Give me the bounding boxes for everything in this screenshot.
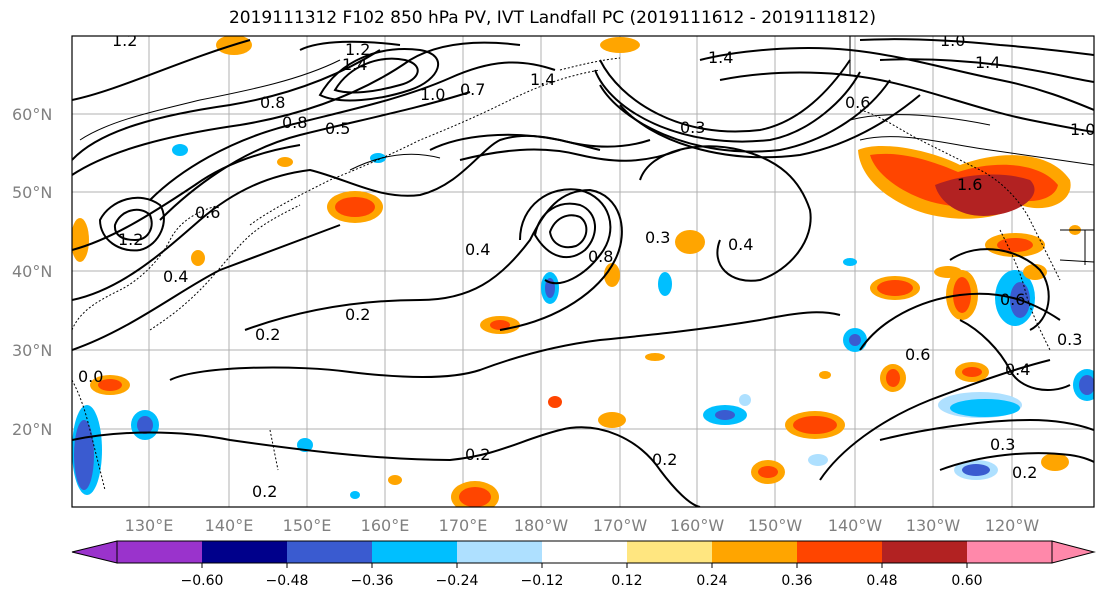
contour-label: 0.3 [645, 228, 670, 247]
lat-label: 60°N [12, 105, 52, 124]
contour-label: 0.3 [990, 435, 1015, 454]
contour-label: 1.6 [957, 175, 982, 194]
lon-label: 130°E [125, 516, 174, 535]
contour-label: 1.0 [420, 85, 445, 104]
contour-label: 1.4 [708, 48, 733, 67]
contour-label: 0.0 [78, 367, 103, 386]
colorbar-swatch [967, 541, 1052, 563]
colorbar-tick: −0.12 [521, 573, 564, 589]
lon-label: 160°E [361, 516, 410, 535]
lon-labels: 130°E 140°E 150°E 160°E 170°E 180°W 170°… [125, 516, 1040, 535]
contour-label: 0.4 [465, 240, 490, 259]
lat-labels: 60°N 50°N 40°N 30°N 20°N [12, 105, 52, 439]
colorbar-swatch [202, 541, 287, 563]
thin-contours [79, 59, 1094, 171]
contour-label: 0.3 [1057, 330, 1082, 349]
contour-label: 1.2 [118, 230, 143, 249]
contour-labels: 1.2 1.4 1.2 0.8 0.8 0.5 1.0 1.4 1.4 0.6 … [78, 31, 1095, 501]
colorbar-swatch [542, 541, 627, 563]
lon-label: 140°E [205, 516, 254, 535]
lon-label: 170°E [439, 516, 488, 535]
contour-label: 0.8 [260, 93, 285, 112]
colorbar-tick: 0.12 [611, 573, 642, 589]
contour-label: 1.4 [530, 70, 555, 89]
colorbar-tick: 0.60 [951, 573, 982, 589]
lon-label: 160°W [670, 516, 725, 535]
contour-label: 0.4 [728, 235, 753, 254]
contour-label: 0.2 [252, 482, 277, 501]
contour-label: 0.2 [1012, 463, 1037, 482]
contour-label: 0.2 [652, 450, 677, 469]
colorbar-tick: 0.48 [866, 573, 897, 589]
contour-label: 0.3 [680, 118, 705, 137]
lat-label: 20°N [12, 420, 52, 439]
colorbar-swatch [457, 541, 542, 563]
borders [849, 36, 1094, 265]
lon-label: 150°W [748, 516, 803, 535]
contour-label: 0.4 [163, 267, 188, 286]
colorbar-extend-high [1051, 540, 1096, 564]
contour-label: 0.2 [465, 445, 490, 464]
colorbar-tick: −0.24 [436, 573, 479, 589]
coastlines [72, 57, 1061, 491]
contour-label: 0.6 [1000, 290, 1025, 309]
lat-label: 50°N [12, 183, 52, 202]
contour-label: 0.7 [460, 80, 485, 99]
lon-label: 170°W [593, 516, 648, 535]
lat-label: 40°N [12, 262, 52, 281]
colorbar-swatch [882, 541, 967, 563]
lon-label: 150°E [283, 516, 332, 535]
contour-label: 1.2 [112, 31, 137, 50]
contour-label: 0.8 [588, 247, 613, 266]
contour-label: 0.5 [325, 119, 350, 138]
contour-label: 0.8 [282, 113, 307, 132]
colorbar-swatch [712, 541, 797, 563]
lat-label: 30°N [12, 341, 52, 360]
colorbar: −0.60 −0.48 −0.36 −0.24 −0.12 0.12 0.24 … [71, 540, 1096, 589]
contour-label: 1.4 [342, 55, 367, 74]
colorbar-extend-low [71, 540, 118, 564]
colorbar-swatch [797, 541, 882, 563]
contour-label: 0.2 [345, 305, 370, 324]
colorbar-tick: −0.36 [351, 573, 394, 589]
contour-label: 0.6 [905, 345, 930, 364]
shaded-patches [72, 36, 1094, 507]
colorbar-tick: 0.36 [781, 573, 812, 589]
colorbar-tick: −0.48 [266, 573, 309, 589]
colorbar-tick: −0.60 [181, 573, 224, 589]
colorbar-swatch [372, 541, 457, 563]
colorbar-tick: 0.24 [696, 573, 727, 589]
lon-label: 120°W [985, 516, 1040, 535]
colorbar-swatch [627, 541, 712, 563]
colorbar-swatch [117, 541, 202, 563]
contour-label: 0.2 [255, 325, 280, 344]
lon-label: 130°W [906, 516, 961, 535]
map-border [71, 35, 1095, 508]
lon-label: 140°W [828, 516, 883, 535]
colorbar-swatch [287, 541, 372, 563]
lon-label: 180°W [514, 516, 569, 535]
map-title: 2019111312 F102 850 hPa PV, IVT Landfall… [228, 8, 876, 28]
contour-label: 1.2 [345, 40, 370, 59]
contour-label: 1.0 [1070, 120, 1095, 139]
contour-label: 0.6 [195, 203, 220, 222]
contour-label: 0.4 [1005, 360, 1030, 379]
contour-label: 0.6 [845, 93, 870, 112]
contour-label: 1.4 [975, 53, 1000, 72]
contour-lines [72, 38, 1094, 507]
contour-label: 1.0 [940, 31, 965, 50]
